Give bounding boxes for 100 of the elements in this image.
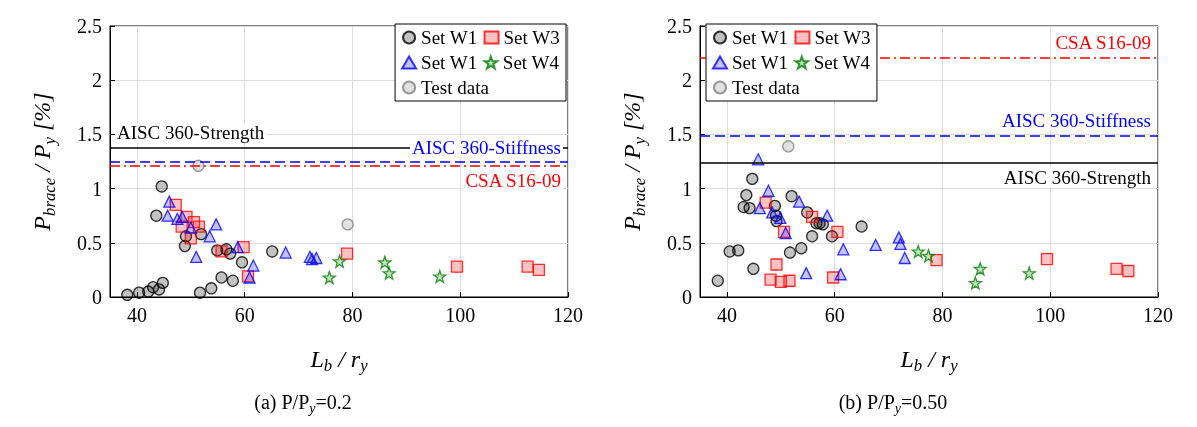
y-axis-title: Pbrace / Py [%] — [619, 92, 649, 232]
point — [176, 210, 189, 223]
point — [190, 250, 203, 264]
point — [235, 256, 249, 269]
point — [340, 247, 354, 260]
y-tick-label: 0 — [682, 286, 692, 308]
point — [382, 266, 396, 280]
point — [766, 206, 779, 219]
point — [898, 251, 911, 265]
legend-label: Set W1 — [421, 27, 478, 48]
point — [821, 209, 834, 222]
point — [831, 225, 844, 239]
point — [156, 276, 169, 290]
point — [855, 220, 868, 233]
ref-line-label: AISC 360-Stiffness — [411, 136, 561, 158]
x-tick-label: 100 — [445, 304, 476, 326]
point — [782, 140, 795, 153]
ref-line-label: AISC 360-Stiffness — [1001, 110, 1151, 132]
point — [747, 262, 760, 275]
point — [203, 230, 216, 243]
point — [332, 254, 347, 268]
point — [341, 218, 354, 231]
y-tick-label: 0.5 — [667, 231, 692, 254]
point — [1040, 252, 1054, 266]
y-tick-label: 0 — [92, 286, 102, 308]
point — [215, 245, 228, 258]
point — [869, 238, 882, 252]
legend-label: Set W3 — [814, 27, 871, 48]
point — [783, 246, 797, 259]
legend-label: Set W4 — [813, 52, 871, 73]
point — [192, 220, 206, 233]
ref-line-label: CSA S16-09 — [465, 169, 561, 191]
point — [205, 282, 218, 295]
y-tick-label: 1 — [682, 177, 692, 200]
point — [150, 209, 163, 222]
y-tick-label: 1.5 — [667, 123, 692, 146]
ref-line-label: AISC 360-Strength — [1003, 166, 1152, 188]
point — [753, 201, 766, 215]
y-tick-label: 2 — [682, 69, 692, 92]
point — [1022, 266, 1036, 280]
x-tick-label: 80 — [932, 304, 953, 326]
point — [711, 274, 724, 287]
x-tick-label: 60 — [824, 304, 845, 326]
point — [894, 237, 907, 251]
ref-line-label: AISC 360-Strength — [117, 122, 265, 144]
point — [450, 260, 464, 273]
x-tick-label: 40 — [126, 304, 147, 326]
point — [746, 172, 759, 185]
point — [783, 274, 796, 287]
point — [266, 245, 279, 258]
point — [521, 260, 534, 273]
point — [1110, 262, 1123, 275]
point — [837, 243, 850, 256]
point — [795, 242, 808, 255]
legend-label: Set W4 — [502, 52, 560, 73]
point — [1122, 264, 1135, 278]
y-tick-label: 2 — [92, 69, 102, 92]
point — [433, 269, 447, 284]
point — [762, 184, 775, 197]
point — [184, 221, 197, 234]
y-tick-label: 2.5 — [77, 15, 102, 37]
point — [911, 244, 925, 259]
point — [805, 230, 819, 243]
ref-line-label: CSA S16-09 — [1055, 32, 1151, 54]
legend-label: Test data — [732, 77, 801, 98]
point — [785, 190, 798, 203]
point — [161, 209, 174, 222]
legend-label: Set W1 — [732, 27, 789, 48]
point — [968, 276, 982, 290]
point — [921, 249, 936, 263]
x-tick-label: 60 — [234, 304, 255, 326]
point — [764, 273, 777, 286]
point — [226, 274, 239, 287]
point — [193, 286, 207, 299]
y-axis-title: Pbrace / Py [%] — [29, 92, 59, 232]
point — [215, 271, 228, 284]
point — [310, 251, 323, 265]
point — [210, 218, 223, 231]
point — [532, 263, 546, 277]
point — [770, 258, 783, 271]
point — [732, 244, 745, 257]
point — [800, 267, 813, 280]
point — [279, 246, 292, 259]
point — [826, 271, 840, 284]
point — [322, 270, 336, 285]
legend-label: Set W1 — [732, 52, 789, 73]
point — [792, 195, 806, 208]
x-tick-label: 40 — [716, 304, 737, 326]
point — [805, 210, 819, 223]
y-tick-label: 1 — [92, 177, 102, 200]
point — [155, 180, 168, 193]
point — [834, 268, 847, 281]
point — [247, 259, 260, 272]
point — [231, 240, 244, 254]
legend-label: Test data — [421, 77, 490, 98]
y-tick-label: 0.5 — [77, 231, 102, 254]
x-tick-label: 120 — [553, 304, 583, 326]
x-tick-label: 80 — [342, 304, 363, 326]
legend-label: Set W3 — [503, 27, 560, 48]
point — [121, 288, 134, 301]
